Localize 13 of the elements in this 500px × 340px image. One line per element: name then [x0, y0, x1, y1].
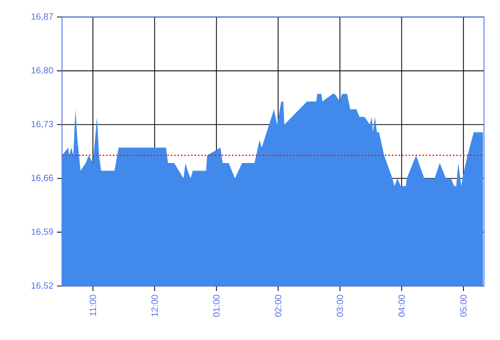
y-tick-label: 16,87 [32, 13, 54, 21]
x-tick-label: 03:00 [336, 294, 344, 317]
x-tick-label: 05:00 [460, 294, 467, 317]
x-tick-label: 02:00 [274, 294, 282, 317]
x-tick-label: 04:00 [398, 294, 405, 317]
y-tick-label: 16,66 [32, 174, 54, 182]
y-tick-label: 16,52 [32, 282, 54, 290]
y-tick-label: 16,73 [32, 120, 54, 128]
y-tick-label: 16,59 [32, 228, 54, 236]
x-tick-label: 11:00 [90, 294, 96, 316]
y-tick-label: 16,80 [32, 67, 54, 75]
x-tick-label: 12:00 [151, 294, 158, 316]
x-tick-label: 01:00 [213, 294, 220, 317]
